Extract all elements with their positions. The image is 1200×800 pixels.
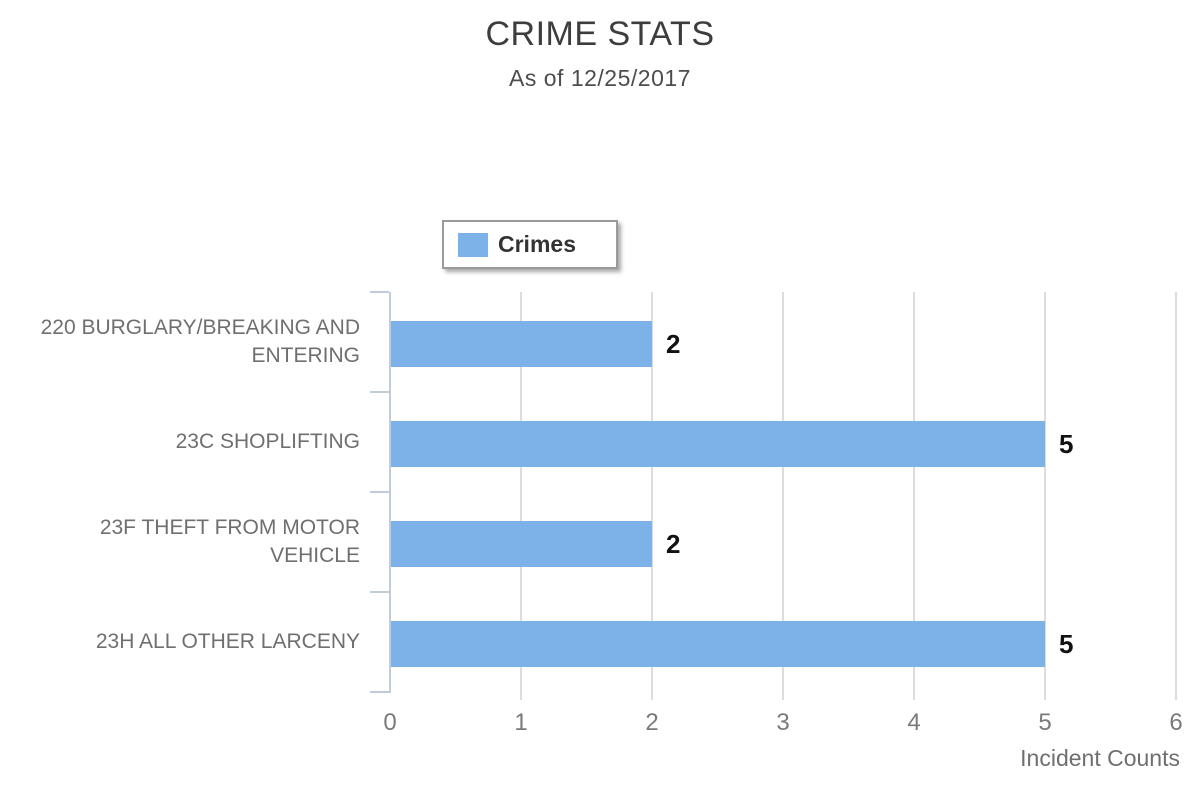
y-axis-tick <box>370 491 389 493</box>
legend-swatch-icon <box>458 232 488 257</box>
x-tick-label: 6 <box>1169 709 1183 736</box>
bar-value-label: 5 <box>1059 428 1074 459</box>
y-axis-line <box>389 292 391 693</box>
chart-subtitle: As of 12/25/2017 <box>509 65 691 91</box>
gridline <box>1175 292 1177 700</box>
category-label: 23F THEFT FROM MOTOR VEHICLE <box>99 516 360 567</box>
bar-value-label: 5 <box>1059 628 1074 659</box>
category-axis-labels: 220 BURGLARY/BREAKING AND ENTERING 23C SH… <box>10 292 360 692</box>
x-tick-label: 5 <box>1038 709 1052 736</box>
category-label: 23C SHOPLIFTING <box>175 430 360 453</box>
legend: Crimes <box>442 220 618 269</box>
gridline <box>651 292 653 700</box>
x-tick-label: 4 <box>907 709 921 736</box>
y-axis-tick <box>370 291 389 293</box>
bar <box>391 421 1045 467</box>
gridline <box>782 292 784 700</box>
x-tick-label: 3 <box>776 709 790 736</box>
bar-value-label: 2 <box>666 528 681 559</box>
plot-area: 2 5 2 5 <box>370 291 1177 700</box>
x-axis-tick-labels: 0 1 2 3 4 5 6 <box>0 708 1200 738</box>
gridline <box>913 292 915 700</box>
category-label: 23H ALL OTHER LARCENY <box>95 630 360 653</box>
bar <box>391 321 652 367</box>
category-label: 220 BURGLARY/BREAKING AND ENTERING <box>40 316 360 367</box>
y-axis-tick <box>370 591 389 593</box>
y-axis-tick <box>370 391 389 393</box>
y-axis-tick <box>370 691 389 693</box>
bar <box>391 521 652 567</box>
bar <box>391 621 1045 667</box>
x-tick-label: 1 <box>514 709 528 736</box>
x-axis-title: Incident Counts <box>1020 745 1180 771</box>
x-tick-label: 0 <box>383 709 397 736</box>
gridline <box>1044 292 1046 700</box>
gridline <box>520 292 522 700</box>
bar-value-label: 2 <box>666 328 681 359</box>
x-tick-label: 2 <box>645 709 659 736</box>
legend-label: Crimes <box>498 231 576 257</box>
chart-title: CRIME STATS <box>485 15 715 53</box>
